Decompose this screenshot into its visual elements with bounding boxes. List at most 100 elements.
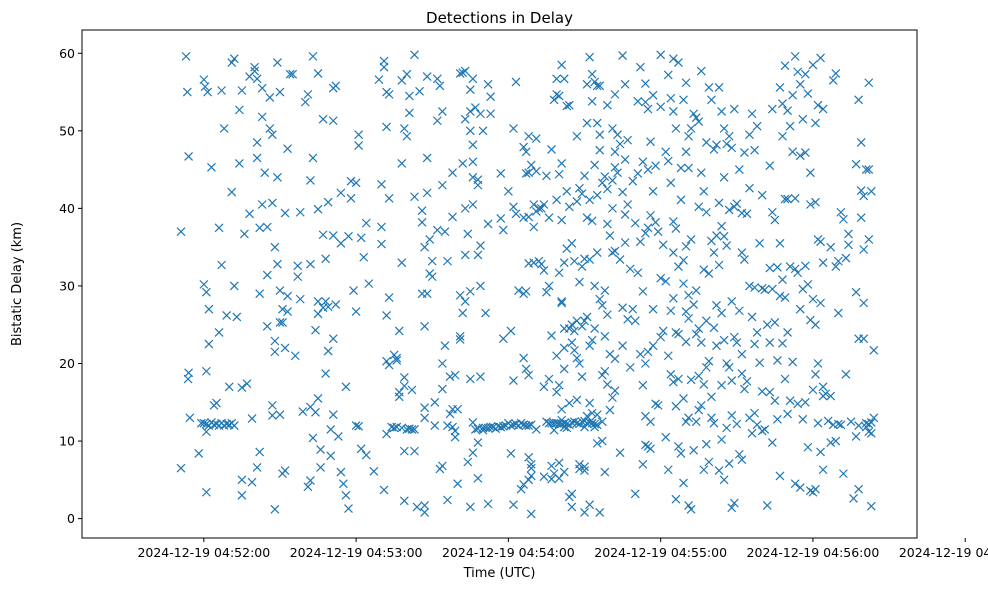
data-point xyxy=(610,354,620,364)
data-point xyxy=(544,281,554,291)
data-point xyxy=(608,124,617,133)
data-point xyxy=(600,331,610,341)
data-point xyxy=(648,186,658,196)
data-point xyxy=(430,421,440,430)
data-point xyxy=(397,258,407,268)
data-point xyxy=(204,339,214,349)
data-point xyxy=(567,502,577,512)
data-point xyxy=(524,168,534,178)
data-point xyxy=(455,331,465,341)
data-point xyxy=(762,320,772,330)
data-point xyxy=(661,432,671,442)
data-point xyxy=(719,335,729,345)
data-point xyxy=(354,421,364,431)
data-point xyxy=(790,193,800,203)
data-point xyxy=(686,234,696,244)
data-point xyxy=(585,52,595,62)
data-point xyxy=(780,374,790,384)
plot-area xyxy=(82,30,917,538)
data-point xyxy=(183,374,193,384)
data-point xyxy=(267,130,277,140)
data-point xyxy=(521,286,531,296)
data-point xyxy=(262,222,272,232)
data-point xyxy=(676,449,686,458)
data-point xyxy=(331,300,341,309)
data-point xyxy=(270,347,280,357)
data-point xyxy=(765,387,775,397)
y-axis-label: Bistatic Delay (km) xyxy=(10,222,25,346)
data-point xyxy=(671,328,681,337)
data-point xyxy=(691,113,701,123)
data-point xyxy=(793,67,803,77)
data-point xyxy=(765,338,775,347)
data-point xyxy=(526,509,536,519)
data-point xyxy=(722,241,732,251)
data-point xyxy=(833,308,843,318)
data-point xyxy=(506,326,516,336)
data-point xyxy=(638,459,648,469)
x-tick-label: 2024-12-19 04:53:00 xyxy=(290,545,423,560)
data-point xyxy=(458,308,468,318)
data-point xyxy=(575,464,584,474)
data-point xyxy=(706,392,716,402)
data-point xyxy=(772,355,782,365)
data-point xyxy=(305,476,315,486)
data-point xyxy=(704,82,714,92)
data-point xyxy=(511,77,521,87)
data-point xyxy=(580,316,589,326)
data-point xyxy=(818,104,828,114)
data-point xyxy=(265,124,275,133)
data-point xyxy=(635,349,645,359)
data-point xyxy=(557,297,567,306)
data-point xyxy=(727,297,737,306)
data-point xyxy=(844,229,853,239)
data-point xyxy=(681,307,691,316)
data-point xyxy=(747,428,757,438)
data-point xyxy=(496,169,506,178)
data-point xyxy=(379,485,389,495)
data-point xyxy=(681,241,691,251)
data-point xyxy=(633,96,643,106)
data-point xyxy=(590,160,600,170)
data-point xyxy=(529,258,539,268)
data-point xyxy=(478,126,488,136)
data-point xyxy=(399,373,409,382)
data-point xyxy=(473,250,483,260)
data-point xyxy=(651,217,661,227)
data-point xyxy=(539,200,549,209)
data-point xyxy=(575,277,584,287)
data-point xyxy=(800,148,810,157)
data-point xyxy=(742,209,752,219)
data-point xyxy=(757,283,767,293)
data-point xyxy=(486,109,496,119)
data-point xyxy=(229,421,239,430)
data-point xyxy=(805,486,815,496)
data-point xyxy=(694,324,704,334)
data-point xyxy=(247,477,257,487)
data-point xyxy=(724,205,734,215)
data-point xyxy=(361,450,371,460)
data-point xyxy=(778,131,787,141)
data-point xyxy=(460,203,470,213)
data-point xyxy=(214,328,224,337)
plot-frame xyxy=(81,29,918,539)
data-point xyxy=(732,419,742,429)
data-point xyxy=(483,79,493,89)
data-point xyxy=(194,449,204,458)
data-point xyxy=(420,413,430,423)
data-point xyxy=(714,260,724,270)
data-point xyxy=(790,264,800,274)
data-point xyxy=(240,229,249,239)
data-point xyxy=(790,479,800,489)
data-point xyxy=(575,183,584,193)
data-point xyxy=(384,360,394,370)
data-point xyxy=(592,248,602,258)
data-point xyxy=(569,326,579,336)
data-point xyxy=(666,93,676,103)
data-point xyxy=(580,466,589,475)
data-point xyxy=(293,261,303,271)
data-point xyxy=(592,410,602,420)
data-point xyxy=(864,78,874,88)
data-point xyxy=(468,200,478,209)
data-point xyxy=(666,369,676,379)
